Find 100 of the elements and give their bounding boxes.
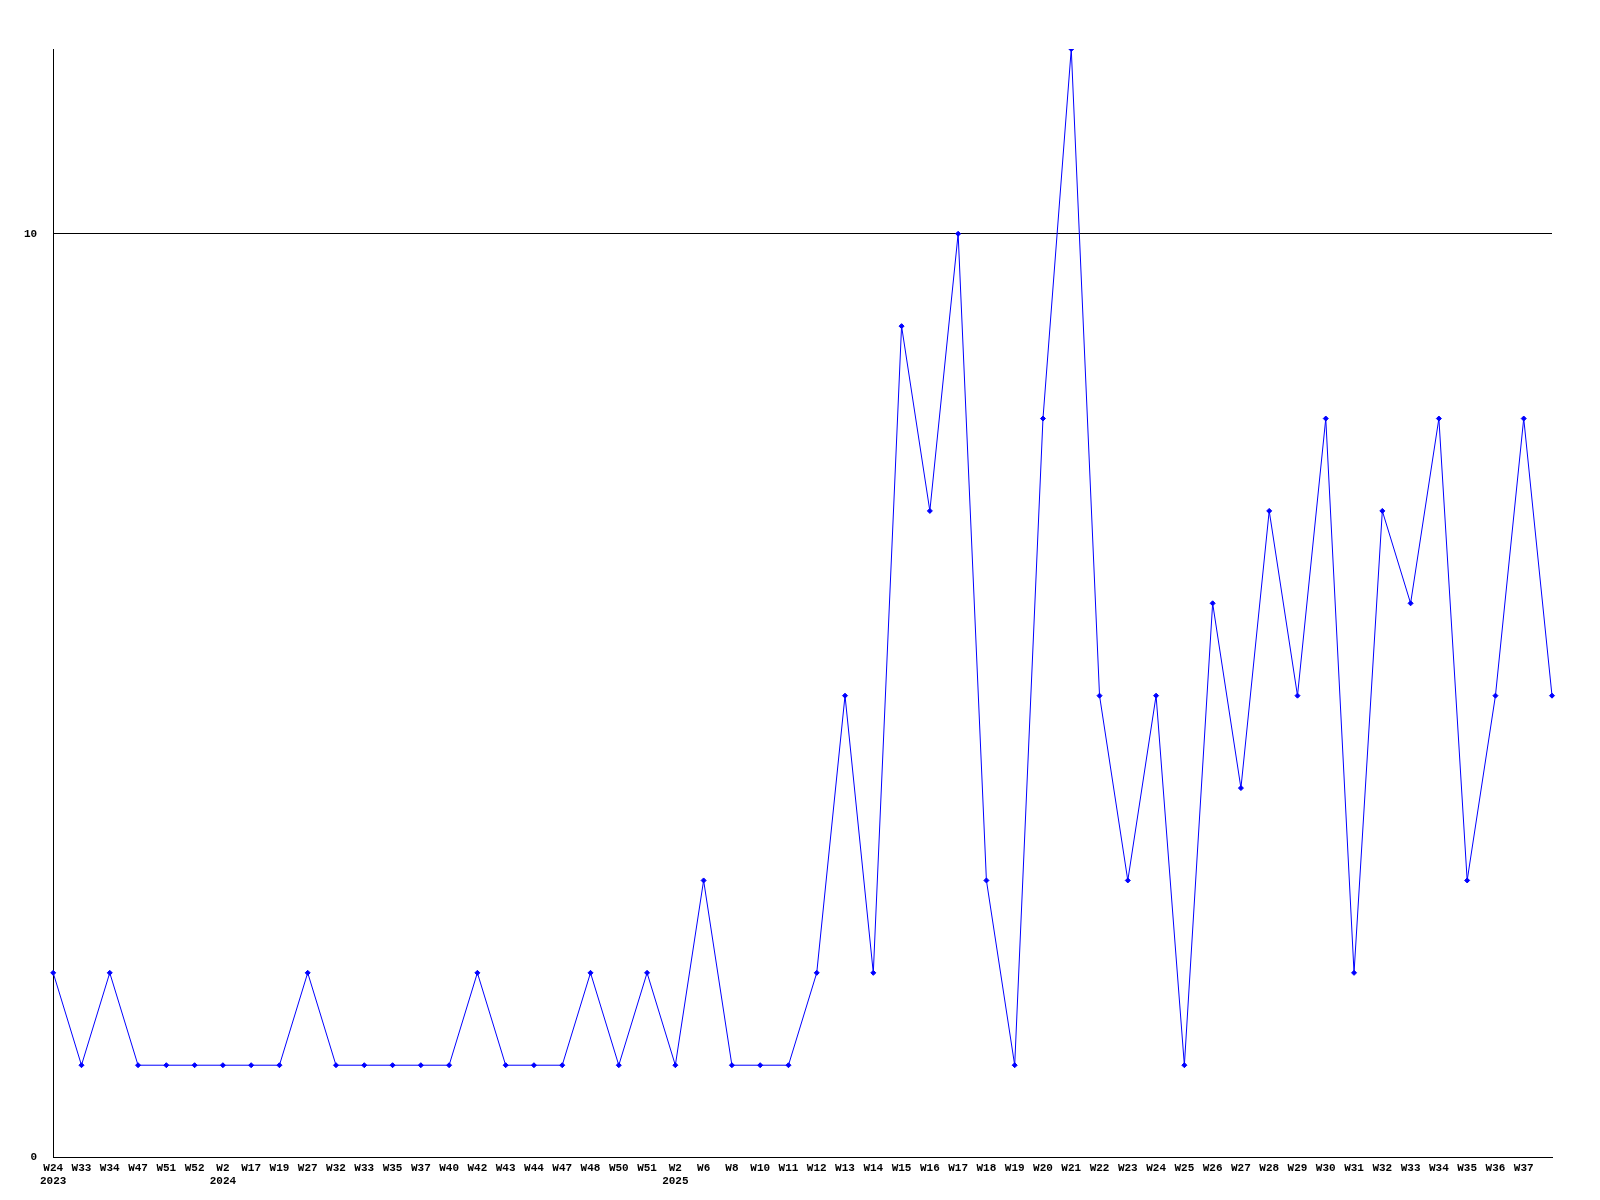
point (502, 1062, 509, 1069)
point (248, 1062, 255, 1069)
x-tick-label: W48 (580, 1161, 601, 1174)
point (1464, 877, 1471, 884)
point (870, 969, 877, 976)
point (530, 1062, 537, 1069)
x-tick-label: W44 (524, 1161, 545, 1174)
point (1549, 692, 1555, 699)
point (1492, 692, 1499, 699)
point (728, 1062, 735, 1069)
x-tick-label: W26 (1202, 1161, 1223, 1174)
x-tick-label: W43 (495, 1161, 516, 1174)
point (615, 1062, 622, 1069)
point (163, 1062, 170, 1069)
x-tick-label: W15 (891, 1161, 912, 1174)
x-tick-label: W51 (156, 1161, 177, 1174)
x-tick-label: W33 (1400, 1161, 1421, 1174)
x-tick-label: W21 (1061, 1161, 1082, 1174)
point (1124, 877, 1131, 884)
x-tick-label: W32 (1372, 1161, 1393, 1174)
point (219, 1062, 226, 1069)
point (1039, 415, 1046, 422)
x-tick-label: W37 (410, 1161, 431, 1174)
point (1153, 692, 1160, 699)
x-tick-label: W34 (99, 1161, 121, 1174)
point (785, 1062, 792, 1069)
point (1322, 415, 1329, 422)
x-tick-label: W18 (976, 1161, 997, 1174)
point (50, 969, 57, 976)
x-tick-label: W14 (863, 1161, 884, 1174)
x-tick-label: W47 (552, 1161, 573, 1174)
x-tick-label: W52 (184, 1161, 205, 1174)
x-tick-label: W17 (948, 1161, 969, 1174)
x-tick-label: W27 (1231, 1161, 1251, 1174)
point (1181, 1062, 1188, 1069)
point (898, 323, 905, 330)
point (332, 1062, 339, 1069)
x-tick-label: W37 (1513, 1161, 1534, 1174)
x-tick-label: W47 (128, 1161, 148, 1174)
point (587, 969, 594, 976)
x-tick-label: W24 2023 (40, 1161, 67, 1188)
x-tick-label: W6 (697, 1161, 711, 1174)
point (1266, 507, 1273, 514)
x-tick-label: W2 2024 (209, 1161, 237, 1188)
point (757, 1062, 764, 1069)
x-tick-label: W11 (778, 1161, 799, 1174)
point (813, 969, 820, 976)
x-tick-label: W33 (354, 1161, 375, 1174)
point (1407, 600, 1414, 607)
point (700, 877, 707, 884)
x-tick-label: W36 (1485, 1161, 1506, 1174)
point (276, 1062, 283, 1069)
point (1237, 785, 1244, 792)
point (417, 1062, 424, 1069)
point (191, 1062, 198, 1069)
x-tick-label: W29 (1287, 1161, 1308, 1174)
x-tick-label: W20 (1033, 1161, 1053, 1174)
x-tick-label: W31 (1344, 1161, 1365, 1174)
x-tick-label: W35 (382, 1161, 403, 1174)
point (361, 1062, 368, 1069)
point (983, 877, 990, 884)
point (1294, 692, 1301, 699)
point (474, 969, 481, 976)
x-tick-label: W27 (297, 1161, 318, 1174)
x-tick-label: W16 (919, 1161, 940, 1174)
point (1011, 1062, 1018, 1069)
point (1209, 600, 1216, 607)
point (389, 1062, 396, 1069)
x-tick-label: W42 (467, 1161, 488, 1174)
x-tick-label: W22 (1089, 1161, 1110, 1174)
x-tick-label: W19 (1004, 1161, 1025, 1174)
x-tick-label: W33 (71, 1161, 92, 1174)
point (644, 969, 651, 976)
point (1520, 415, 1527, 422)
x-tick-label: W17 (241, 1161, 262, 1174)
point (955, 230, 962, 237)
point (1379, 507, 1386, 514)
point (135, 1062, 142, 1069)
x-tick-label: W50 (608, 1161, 629, 1174)
x-tick-label: W25 (1174, 1161, 1195, 1174)
x-tick-label: W35 (1457, 1161, 1478, 1174)
point (559, 1062, 566, 1069)
y-tick-label: 10 (24, 227, 38, 240)
x-tick-label: W10 (750, 1161, 771, 1174)
point (1096, 692, 1103, 699)
x-tick-label: W24 (1146, 1161, 1167, 1174)
y-tick-label: 0 (30, 1151, 38, 1164)
x-tick-label: W30 (1315, 1161, 1336, 1174)
x-tick-label: W13 (835, 1161, 856, 1174)
x-tick-label: W51 (637, 1161, 658, 1174)
point (1435, 415, 1442, 422)
x-tick-label: W23 (1117, 1161, 1139, 1174)
point (446, 1062, 453, 1069)
point (672, 1062, 679, 1069)
x-tick-label: W12 (806, 1161, 827, 1174)
point (842, 692, 849, 699)
point (1351, 969, 1358, 976)
point (106, 969, 113, 976)
x-tick-label: W32 (326, 1161, 346, 1174)
x-tick-label: W28 (1259, 1161, 1280, 1174)
